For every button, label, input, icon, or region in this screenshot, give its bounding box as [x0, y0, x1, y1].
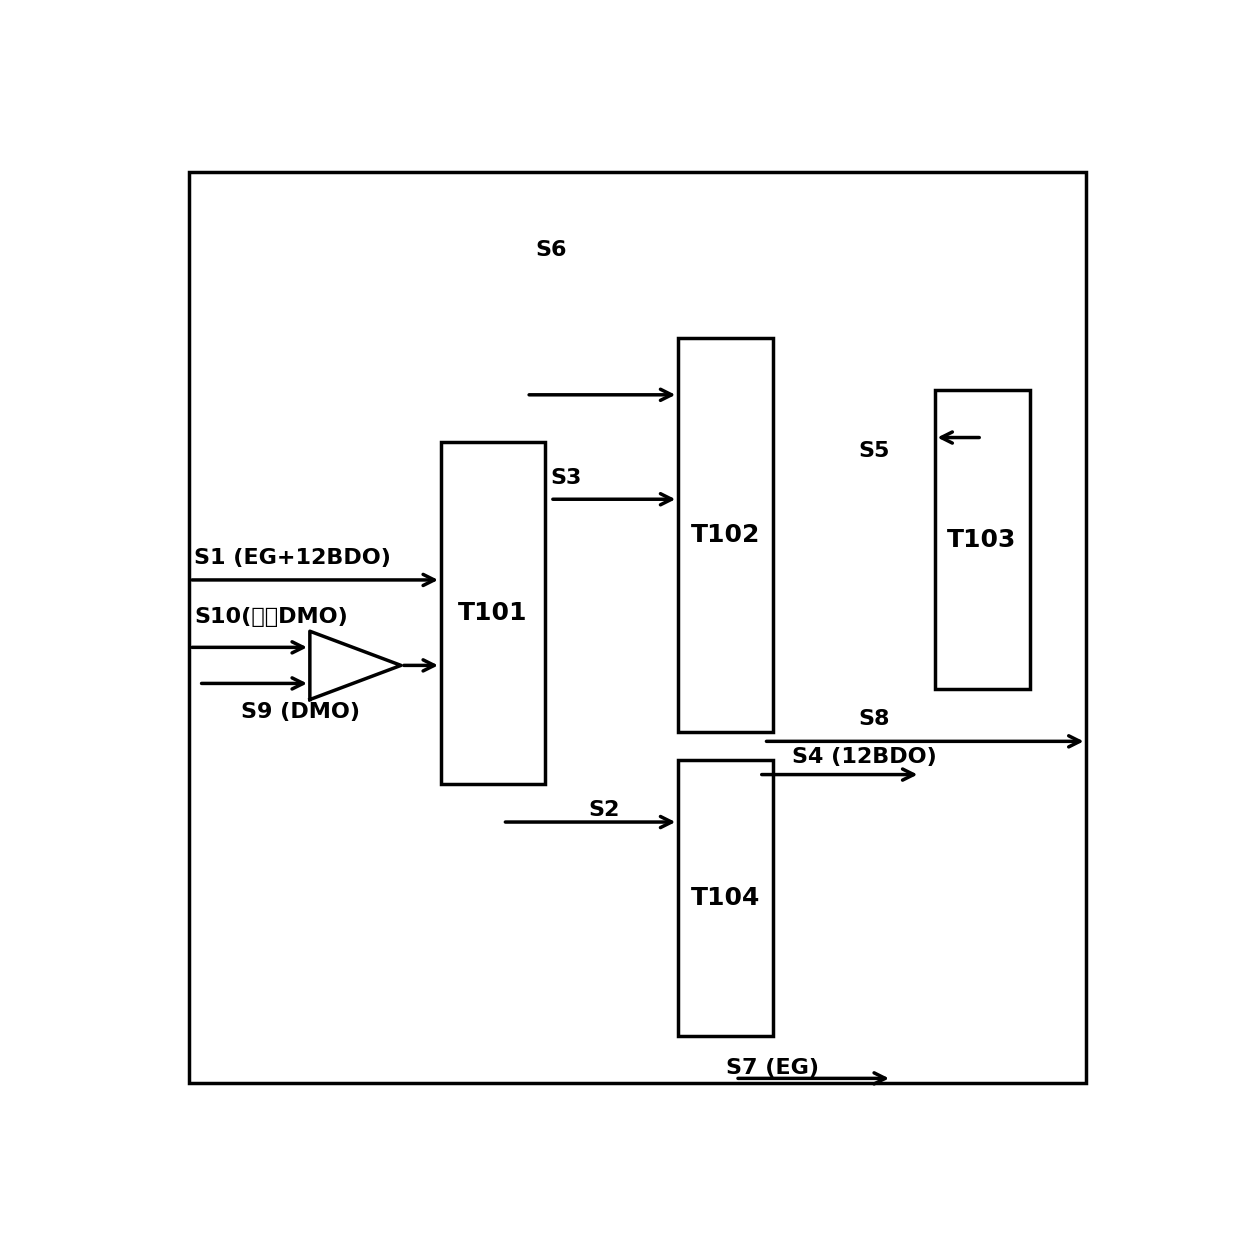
Text: T104: T104 [691, 887, 760, 910]
Bar [441, 443, 546, 784]
Text: T101: T101 [459, 602, 528, 625]
Text: S10(补充DMO): S10(补充DMO) [193, 608, 347, 628]
Text: S9 (DMO): S9 (DMO) [242, 703, 361, 723]
Text: S6: S6 [536, 240, 568, 260]
Bar [678, 761, 774, 1036]
Bar [678, 338, 774, 732]
Text: S5: S5 [858, 441, 890, 461]
Text: S3: S3 [551, 467, 582, 488]
Text: S1 (EG+12BDO): S1 (EG+12BDO) [193, 547, 391, 567]
Text: S8: S8 [858, 709, 890, 729]
Text: S4 (12BDO): S4 (12BDO) [792, 747, 937, 767]
Text: T102: T102 [691, 523, 760, 547]
Text: S2: S2 [588, 800, 620, 820]
Text: T103: T103 [947, 528, 1017, 551]
Text: S7 (EG): S7 (EG) [725, 1058, 818, 1079]
Bar [935, 390, 1029, 689]
